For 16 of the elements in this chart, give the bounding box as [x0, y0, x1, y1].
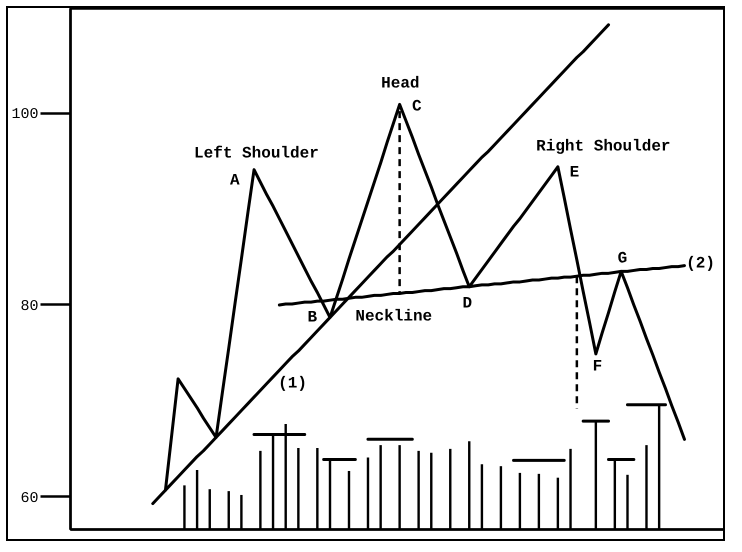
annotation: G: [618, 250, 628, 268]
annotation: D: [462, 294, 472, 312]
annotation: A: [230, 171, 240, 190]
annotation: Neckline: [355, 307, 432, 326]
annotation: B: [307, 308, 318, 326]
annotation: (1): [278, 374, 307, 393]
annotation: (2): [686, 254, 715, 272]
annotation: Head: [381, 74, 420, 93]
annotation: F: [592, 357, 602, 376]
annotation: Left Shoulder: [194, 144, 319, 162]
y-tick-label: 80: [20, 298, 39, 315]
annotation: E: [570, 164, 580, 182]
y-tick-label: 60: [20, 490, 39, 507]
annotation: C: [412, 97, 422, 116]
annotation: Right Shoulder: [536, 138, 671, 156]
y-tick-label: 100: [11, 106, 39, 124]
